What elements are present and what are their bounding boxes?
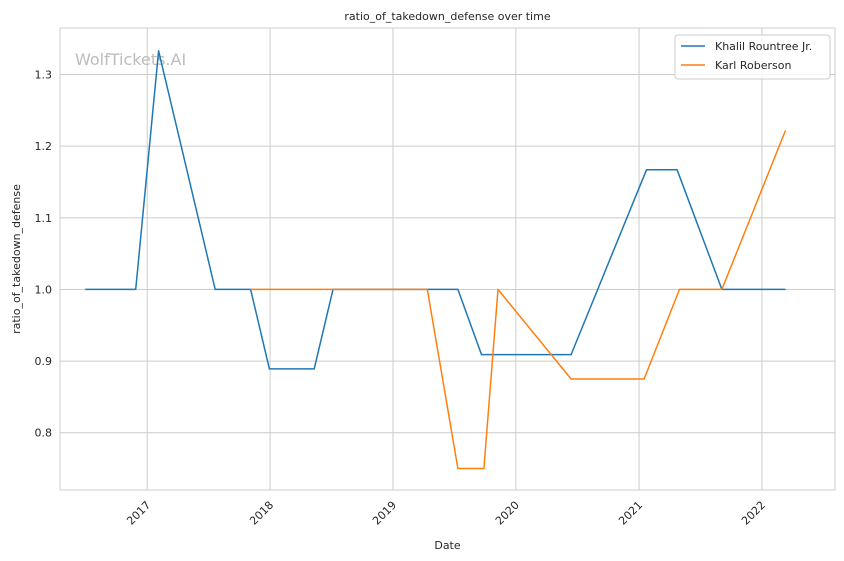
series-line-2 — [250, 130, 787, 470]
grid-lines — [60, 28, 835, 490]
y-tick-label: 0.9 — [35, 355, 53, 368]
series-lines — [85, 50, 787, 470]
chart-title: ratio_of_takedown_defense over time — [344, 10, 550, 23]
legend-entries: Khalil Rountree Jr. Karl Roberson — [681, 40, 812, 72]
y-tick-label: 1.2 — [35, 140, 53, 153]
y-tick-label: 0.8 — [35, 427, 53, 440]
legend-label-1: Khalil Rountree Jr. — [715, 40, 812, 53]
y-axis-label: ratio_of_takedown_defense — [10, 184, 23, 334]
legend-label-2: Karl Roberson — [715, 59, 791, 72]
watermark-text: WolfTickets.AI — [75, 50, 186, 69]
legend: Khalil Rountree Jr. Karl Roberson — [674, 34, 831, 80]
y-tick-label: 1.0 — [35, 283, 53, 296]
legend-box — [674, 34, 831, 80]
y-tick-label: 1.1 — [35, 212, 53, 225]
x-axis-label: Date — [434, 539, 461, 552]
plot-area-frame — [59, 27, 836, 491]
y-tick-label: 1.3 — [35, 69, 53, 82]
